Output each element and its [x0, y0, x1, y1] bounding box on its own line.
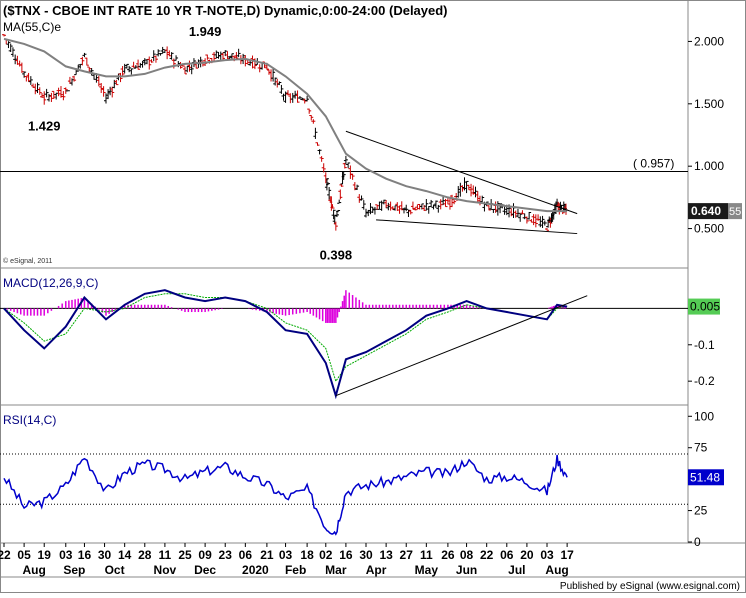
x-day-label: 27	[400, 548, 414, 562]
resistance-label: ( 0.957)	[633, 157, 674, 171]
x-day-label: 09	[198, 548, 212, 562]
x-day-label: 30	[359, 548, 373, 562]
x-month-label: 2020	[242, 563, 269, 577]
price-annotation: 1.949	[189, 24, 222, 39]
x-day-label: 13	[379, 548, 393, 562]
x-day-label: 11	[159, 548, 172, 562]
last-ma-badge	[728, 203, 742, 220]
rsi-last-badge	[688, 469, 724, 486]
price-annotation: 1.429	[28, 119, 61, 134]
x-day-label: 21	[260, 548, 274, 562]
x-month-label: Mar	[325, 563, 347, 577]
macd-last-value: 0.005	[690, 300, 720, 314]
price-pane: 2.000 1.500 1.000 0.500 ( 0.957) 1.949 1.429 0.…	[0, 24, 742, 262]
price-trendline	[376, 219, 578, 235]
rsi-pane: 100755025051.48	[0, 409, 724, 549]
x-day-label: 03	[540, 548, 554, 562]
macd-trendline	[335, 295, 588, 397]
x-day-label: 25	[178, 548, 192, 562]
x-day-label: 02	[319, 548, 333, 562]
macd-ytick-label: -0.2	[694, 374, 715, 388]
macd-line	[3, 289, 568, 400]
rsi-line	[3, 454, 568, 536]
x-axis: 22 05 19 03 16 30 14 28 11 25 09 23 06 21 03 18 02 16 30 13…	[0, 543, 574, 577]
x-day-label: 16	[78, 548, 92, 562]
x-day-label: 19	[38, 548, 52, 562]
x-day-label: 06	[239, 548, 253, 562]
rsi-ytick-label: 0	[694, 535, 701, 549]
x-day-label: 14	[118, 548, 132, 562]
x-month-label: Jul	[508, 563, 525, 577]
x-month-label: Oct	[105, 563, 125, 577]
macd-last-badge	[688, 298, 720, 315]
rsi-ytick-label: 75	[694, 441, 708, 455]
x-month-label: Feb	[285, 563, 306, 577]
x-day-label: 26	[441, 548, 455, 562]
price-trendline	[345, 130, 578, 215]
rsi-ytick-label: 25	[694, 504, 708, 518]
price-annotation: 0.398	[320, 247, 353, 262]
x-day-label: 16	[339, 548, 353, 562]
x-day-label: 03	[279, 548, 293, 562]
x-month-label: Nov	[154, 563, 177, 577]
x-day-label: 08	[460, 548, 474, 562]
rsi-title: RSI(14,C)	[3, 413, 56, 427]
macd-pane: -0.1 -0.2 0.005	[0, 289, 720, 400]
price-ytick-label: 1.500	[694, 97, 724, 111]
x-month-label: Aug	[545, 563, 568, 577]
rsi-ytick-label: 100	[694, 409, 714, 423]
x-month-label: Aug	[23, 563, 46, 577]
x-day-label: 05	[17, 548, 31, 562]
x-day-label: 18	[300, 548, 314, 562]
macd-signal-line	[3, 293, 568, 383]
x-day-label: 20	[520, 548, 534, 562]
last-price-value: 0.640	[691, 204, 721, 218]
x-day-label: 03	[59, 548, 73, 562]
x-month-label: Sep	[63, 563, 85, 577]
x-month-label: Jun	[456, 563, 477, 577]
macd-ytick-label: -0.1	[694, 338, 715, 352]
ma55-line	[3, 37, 568, 213]
price-ytick-label: 0.500	[694, 222, 724, 236]
x-month-label: Dec	[194, 563, 216, 577]
x-day-label: 22	[0, 548, 11, 562]
x-day-label: 06	[500, 548, 514, 562]
x-month-label: Apr	[366, 563, 387, 577]
rsi-last-value: 51.48	[690, 470, 720, 484]
copyright-text: © eSignal, 2011	[3, 257, 53, 265]
x-day-label: 22	[480, 548, 494, 562]
price-ytick-label: 1.000	[694, 159, 724, 173]
x-day-label: 11	[420, 548, 433, 562]
price-ytick-label: 2.000	[694, 34, 724, 48]
last-price-badge	[688, 203, 728, 220]
x-day-label: 23	[219, 548, 233, 562]
chart-title: ($TNX - CBOE INT RATE 10 YR T-NOTE,D) Dy…	[3, 3, 448, 18]
ma-label: MA(55,C)e	[3, 20, 61, 34]
macd-title: MACD(12,26,9,C)	[3, 276, 98, 290]
x-day-label: 28	[138, 548, 152, 562]
last-ma-value: 55	[729, 206, 741, 218]
publisher-credit: Published by eSignal (www.esignal.com)	[560, 581, 740, 592]
x-day-label: 30	[98, 548, 112, 562]
x-month-label: May	[415, 563, 439, 577]
x-day-label: 17	[560, 548, 574, 562]
